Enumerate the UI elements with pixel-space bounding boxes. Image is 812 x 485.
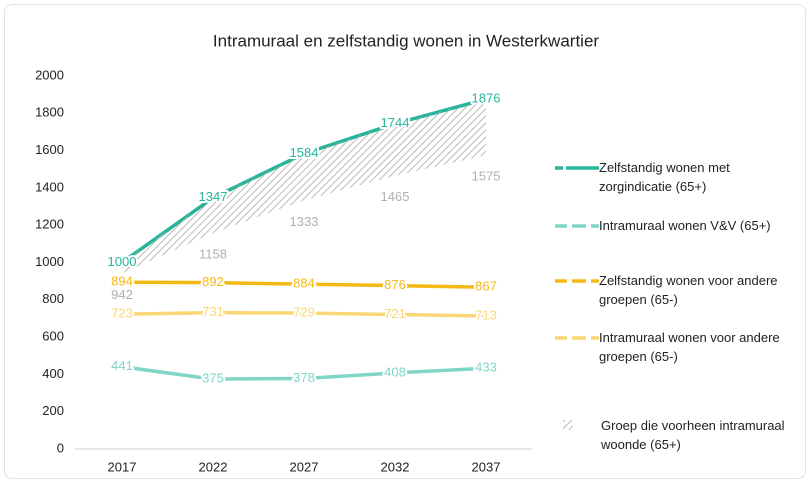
legend-marker — [555, 279, 599, 283]
legend-entry: Zelfstandig wonen met zorgindicatie (65+… — [555, 158, 804, 196]
data-label: 884 — [293, 276, 315, 291]
legend-label: Intramuraal wonen V&V (65+) — [599, 218, 771, 233]
legend-entry: Intramuraal wonen voor andere groepen (6… — [555, 328, 804, 366]
y-tick-label: 1600 — [35, 142, 64, 157]
legend-entry: Zelfstandig wonen voor andere groepen (6… — [555, 271, 804, 309]
y-tick-label: 2000 — [35, 67, 64, 82]
y-tick-label: 800 — [42, 291, 64, 306]
y-tick-label: 400 — [42, 366, 64, 381]
y-tick-label: 1000 — [35, 254, 64, 269]
data-label: 433 — [475, 360, 497, 375]
y-tick-label: 0 — [57, 440, 64, 455]
data-label: 713 — [475, 307, 497, 322]
data-label: 894 — [111, 274, 133, 289]
data-label: 1465 — [381, 189, 410, 204]
data-label: 942 — [111, 287, 133, 302]
y-tick-label: 600 — [42, 329, 64, 344]
legend-label: Groep die voorheen intramuraal woonde (6… — [601, 418, 785, 452]
data-label: 867 — [475, 279, 497, 294]
y-tick-label: 1200 — [35, 217, 64, 232]
data-label: 721 — [384, 306, 406, 321]
legend-entry: Intramuraal wonen V&V (65+) — [555, 216, 804, 235]
data-label: 892 — [202, 274, 224, 289]
series-line — [121, 310, 487, 318]
x-tick-label: 2027 — [290, 459, 319, 474]
data-label: 731 — [202, 304, 224, 319]
data-label: 1744 — [381, 115, 410, 130]
legend: Zelfstandig wonen met zorgindicatie (65+… — [555, 0, 810, 485]
legend-marker — [555, 166, 599, 170]
data-label: 1876 — [472, 91, 501, 106]
y-tick-label: 200 — [42, 403, 64, 418]
data-label: 1347 — [199, 189, 228, 204]
legend-swatch — [563, 420, 573, 430]
data-label: 408 — [384, 364, 406, 379]
series-line — [121, 365, 487, 381]
y-tick-label: 1400 — [35, 179, 64, 194]
y-tick-label: 1800 — [35, 105, 64, 120]
data-label: 375 — [202, 371, 224, 386]
data-label: 1158 — [199, 246, 227, 261]
chart-title: Intramuraal en zelfstandig wonen in West… — [213, 31, 599, 50]
data-label: 1333 — [290, 214, 319, 229]
x-tick-label: 2022 — [199, 459, 228, 474]
series-line — [121, 280, 487, 290]
card — [4, 4, 806, 479]
data-label: 1575 — [472, 169, 501, 184]
x-tick-label: 2017 — [108, 459, 137, 474]
legend-marker — [555, 224, 599, 228]
legend-label: Zelfstandig wonen met zorgindicatie (65+… — [599, 160, 730, 194]
x-tick-label: 2032 — [381, 459, 410, 474]
data-label: 441 — [111, 358, 133, 373]
data-label: 723 — [111, 306, 133, 321]
x-tick-label: 2037 — [472, 459, 501, 474]
data-label: 1000 — [108, 254, 137, 269]
hatched-area — [122, 99, 486, 274]
data-label: 1584 — [290, 145, 319, 160]
legend-label: Intramuraal wonen voor andere groepen (6… — [599, 330, 780, 364]
legend-marker — [563, 420, 573, 430]
legend-label: Zelfstandig wonen voor andere groepen (6… — [599, 273, 778, 307]
data-label: 378 — [293, 370, 315, 385]
legend-entry: Groep die voorheen intramuraal woonde (6… — [557, 416, 786, 454]
data-label: 876 — [384, 277, 406, 292]
legend-marker — [555, 336, 599, 340]
data-label: 729 — [293, 304, 315, 319]
